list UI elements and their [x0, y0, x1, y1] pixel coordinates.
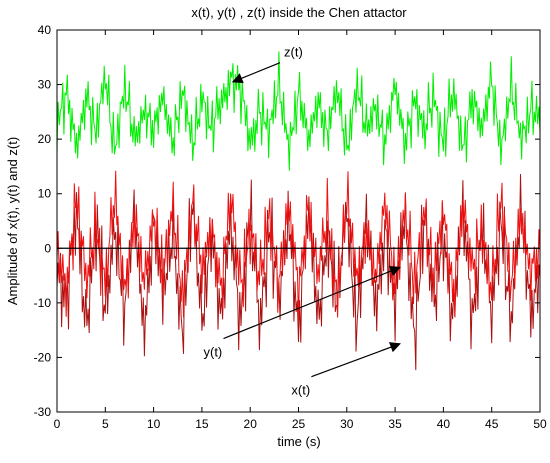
- x-tick-label: 25: [292, 417, 306, 431]
- y-tick-label: -10: [34, 296, 52, 310]
- y-tick-label: 40: [38, 23, 52, 37]
- y-axis-label: Amplitude of x(t), y(t) and z(t): [5, 137, 20, 305]
- x-tick-label: 10: [147, 417, 161, 431]
- y-tick-label: -30: [34, 405, 52, 419]
- annotation-arrow-0: [231, 62, 281, 84]
- series-x-line: [56, 170, 541, 322]
- x-axis-label: time (s): [277, 434, 320, 449]
- series-y-line: [56, 174, 541, 371]
- x-tick-label: 5: [102, 417, 109, 431]
- annotation-arrow-1: [223, 266, 401, 340]
- x-tick-label: 40: [437, 417, 451, 431]
- x-tick-label: 30: [340, 417, 354, 431]
- series-z-line: [56, 51, 541, 171]
- annotation-label-0: z(t): [284, 45, 303, 60]
- y-tick-label: 30: [38, 78, 52, 92]
- x-tick-label: 50: [533, 417, 547, 431]
- x-tick-label: 20: [244, 417, 258, 431]
- x-tick-label: 45: [485, 417, 499, 431]
- annotation-label-1: y(t): [203, 345, 222, 360]
- x-tick-label: 35: [388, 417, 402, 431]
- annotation-label-2: x(t): [291, 383, 310, 398]
- x-tick-label: 15: [195, 417, 209, 431]
- x-tick-label: 0: [54, 417, 61, 431]
- y-tick-label: 10: [38, 187, 52, 201]
- y-tick-label: 0: [44, 241, 51, 255]
- y-tick-label: 20: [38, 132, 52, 146]
- chart-title: x(t), y(t) , z(t) inside the Chen attact…: [191, 5, 407, 20]
- y-tick-label: -20: [34, 350, 52, 364]
- annotation-arrow-2: [311, 342, 401, 378]
